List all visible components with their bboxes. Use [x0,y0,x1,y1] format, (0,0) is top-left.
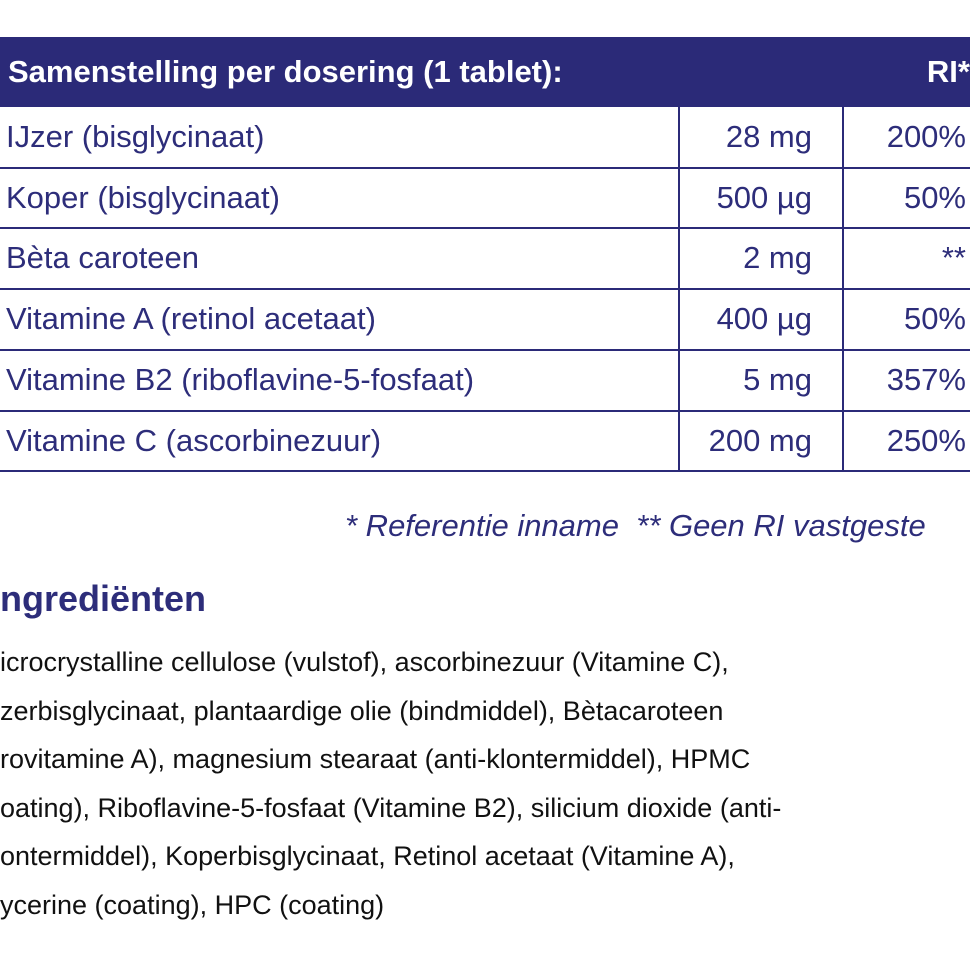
col-border [678,107,680,472]
cell: Vitamine A (retinol acetaat) [6,301,376,337]
table-header: Samenstelling per dosering (1 tablet): R… [0,37,970,107]
cell: 50% [903,301,966,337]
cell: ** [941,240,966,276]
cell: Bèta caroteen [6,240,200,276]
cell: 2 mg [743,240,812,276]
row-border [0,409,970,412]
row-border [0,166,970,169]
cell: 50% [903,179,966,215]
cell: Vitamine B2 (riboflavine-5-fosfaat) [6,361,475,397]
ingredient-line: ontermiddel), Koperbisglycinaat, Retinol… [0,841,735,872]
cell: IJzer (bisglycinaat) [6,119,265,154]
section-title: ngrediënten [0,578,207,619]
ingredient-line: rovitamine A), magnesium stearaat (anti-… [0,744,751,775]
row-border [0,348,970,351]
cell: Koper (bisglycinaat) [6,179,280,215]
cell: 400 µg [716,301,812,337]
cell: 250% [886,422,966,458]
cell: 357% [886,361,966,397]
ingredient-line: icrocrystalline cellulose (vulstof), asc… [0,647,729,677]
ingredient-line: ycerine (coating), HPC (coating) [0,890,385,920]
cell: 500 µg [716,179,812,215]
footnote: * Referentie inname ** Geen RI vastgeste [345,508,926,543]
cell: 28 mg [725,119,812,154]
cell: 200 mg [708,422,812,458]
ingredient-line: zerbisglycinaat, plantaardige olie (bind… [0,695,724,726]
header-cell: RI* [926,54,970,89]
cell: 200% [886,119,966,154]
col-border [842,107,844,472]
row-border [0,470,970,473]
cell: Vitamine C (ascorbinezuur) [6,422,382,458]
cell: 5 mg [743,361,812,397]
ingredient-line: oating), Riboflavine-5-fosfaat (Vitamine… [0,792,782,823]
header-cell: Samenstelling per dosering (1 tablet): [8,54,563,89]
row-border [0,227,970,230]
row-border [0,288,970,291]
